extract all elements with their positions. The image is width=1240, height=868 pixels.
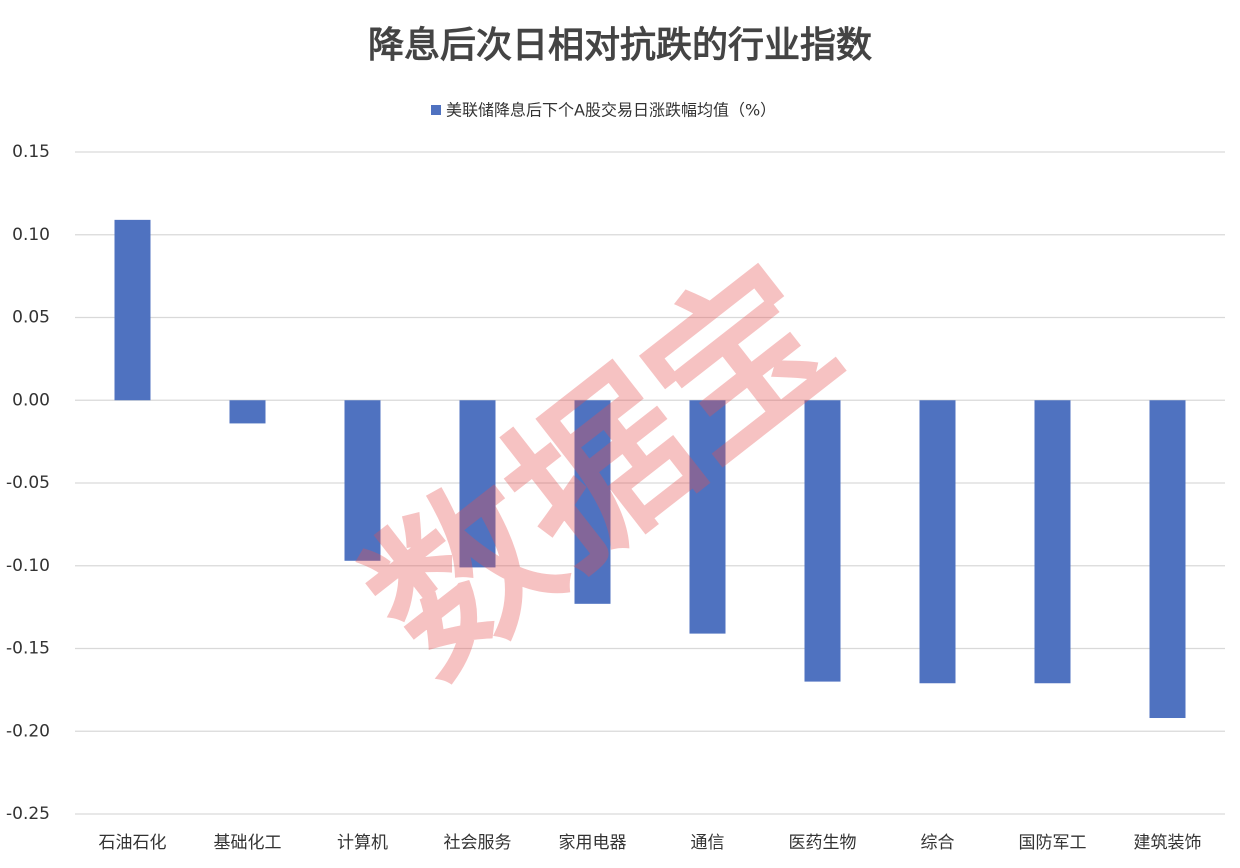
y-tick-label: 0.10: [12, 225, 50, 245]
y-tick-label: 0.15: [12, 142, 50, 162]
bar: [574, 400, 611, 604]
bar: [1034, 400, 1071, 684]
x-tick-label: 综合: [921, 833, 955, 853]
bar: [919, 400, 956, 684]
bar: [229, 400, 266, 424]
x-tick-label: 家用电器: [559, 833, 627, 853]
y-tick-label: -0.25: [6, 804, 50, 824]
y-tick-label: 0.00: [12, 390, 50, 410]
x-tick-label: 建筑装饰: [1134, 833, 1202, 853]
y-tick-label: -0.05: [6, 473, 50, 493]
x-tick-label: 计算机: [337, 833, 388, 853]
bar: [344, 400, 381, 561]
bar: [459, 400, 496, 568]
y-tick-label: -0.10: [6, 556, 50, 576]
bar: [114, 219, 151, 401]
legend-swatch: [431, 105, 441, 115]
chart-title: 降息后次日相对抗跌的行业指数: [368, 24, 872, 66]
x-tick-label: 通信: [691, 833, 725, 853]
x-tick-label: 医药生物: [789, 833, 857, 853]
x-tick-label: 石油石化: [99, 833, 167, 853]
bar: [1149, 400, 1186, 719]
x-tick-label: 基础化工: [214, 833, 282, 853]
legend-label: 美联储降息后下个A股交易日涨跌幅均值（%）: [446, 101, 776, 120]
y-tick-label: -0.20: [6, 721, 50, 741]
bar: [689, 400, 726, 634]
x-tick-label: 社会服务: [444, 833, 512, 853]
y-tick-label: 0.05: [12, 308, 50, 328]
bar: [804, 400, 841, 682]
x-tick-label: 国防军工: [1019, 833, 1087, 853]
y-tick-label: -0.15: [6, 639, 50, 659]
watermark: 数据宝: [333, 229, 872, 712]
